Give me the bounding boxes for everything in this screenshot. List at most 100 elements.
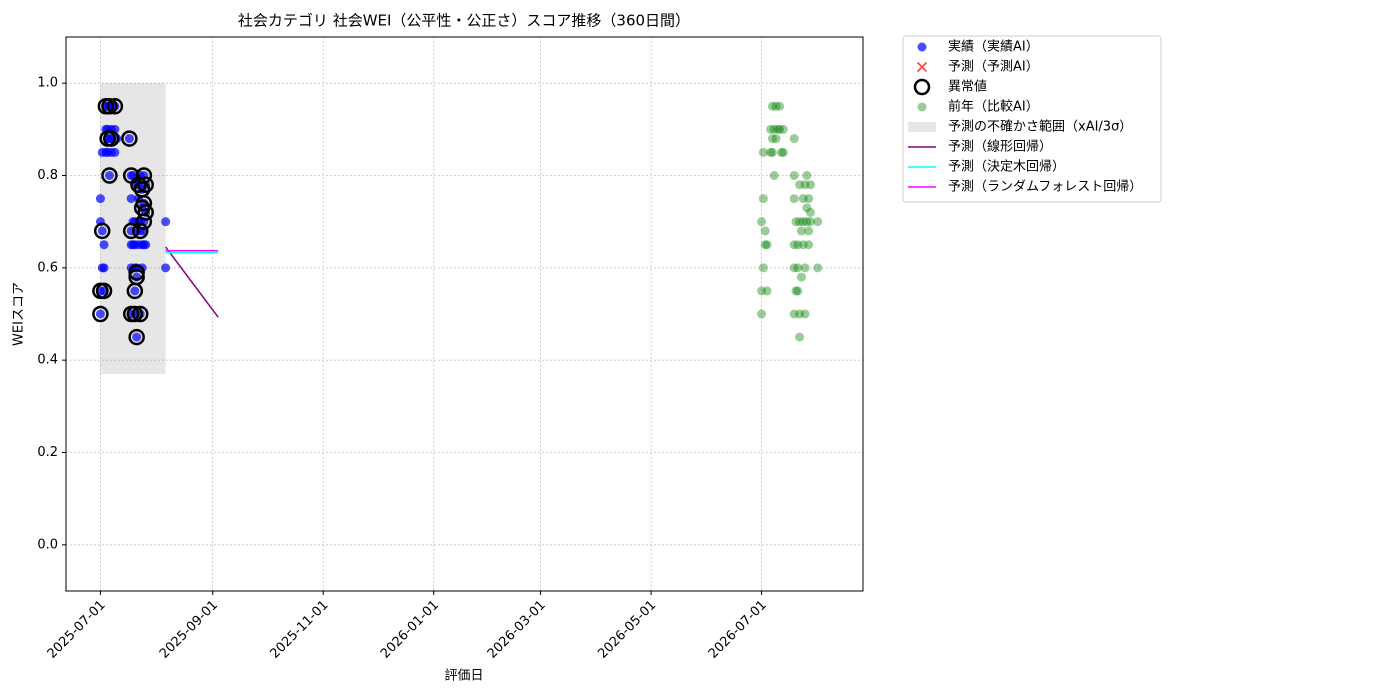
data-point (141, 240, 151, 250)
data-point (813, 217, 823, 227)
data-point (793, 286, 803, 296)
data-point (798, 240, 808, 250)
data-point (760, 226, 770, 236)
data-point (793, 263, 803, 273)
data-point (97, 226, 107, 236)
data-point (800, 263, 810, 273)
data-point (161, 263, 171, 273)
data-point (758, 263, 768, 273)
data-point (762, 240, 772, 250)
data-point (766, 124, 776, 134)
legend-label: 予測（ランダムフォレスト回帰） (948, 179, 1142, 195)
data-point (101, 98, 118, 115)
plot-frame (65, 36, 864, 592)
data-point (778, 124, 788, 134)
data-point (789, 309, 799, 319)
data-point (789, 240, 799, 250)
legend-label: 予測（線形回帰） (948, 139, 1052, 155)
data-point (128, 268, 145, 286)
data-point (135, 167, 153, 184)
x-tick-label: 2026-05-01 (595, 598, 659, 662)
data-point (767, 101, 777, 111)
data-point (758, 194, 768, 204)
data-point (789, 171, 799, 180)
data-point (767, 134, 777, 144)
data-point (757, 217, 767, 227)
data-point (796, 226, 806, 236)
data-point (789, 263, 799, 273)
data-point (132, 332, 142, 342)
x-tick-label: 2026-01-01 (378, 598, 442, 662)
data-point (775, 101, 785, 111)
legend-frame (902, 35, 1162, 203)
data-point (804, 240, 814, 250)
data-point (791, 286, 801, 296)
y-tick-label: 0.8 (37, 168, 58, 183)
data-point (804, 194, 814, 204)
data-point (101, 167, 118, 184)
x-tick-label: 2025-07-01 (45, 598, 109, 662)
data-point (775, 124, 785, 134)
data-point (95, 194, 105, 204)
data-point (757, 309, 767, 319)
legend-swatch (917, 102, 927, 112)
y-tick-label: 0.2 (37, 445, 58, 460)
legend-label: 異常値 (948, 79, 987, 95)
y-tick-label: 1.0 (37, 76, 58, 91)
data-point (802, 217, 812, 227)
data-point (795, 309, 805, 319)
data-point (813, 263, 823, 273)
data-point (789, 194, 799, 204)
data-point (93, 222, 111, 240)
y-axis-label: WEIスコア (12, 282, 27, 346)
legend-label: 前年（比較AI） (948, 99, 1039, 115)
data-point (137, 176, 154, 193)
data-point (106, 98, 124, 115)
data-point (769, 171, 779, 180)
data-point (800, 180, 810, 190)
data-point (92, 305, 109, 323)
data-point (122, 222, 140, 240)
data-point (767, 147, 777, 157)
legend-label: 予測の不確かさ範囲（xAI/3σ） (948, 119, 1132, 135)
legend-swatch (917, 42, 927, 52)
y-tick-label: 0.0 (37, 537, 58, 552)
legend-swatch (913, 78, 931, 96)
data-point (795, 332, 805, 342)
data-point (757, 286, 767, 296)
legend-swatch (908, 122, 936, 132)
data-point (771, 134, 781, 144)
data-point (95, 282, 113, 300)
data-point (769, 124, 779, 134)
data-point (802, 203, 812, 213)
data-point (793, 240, 803, 250)
y-tick-label: 0.6 (37, 260, 58, 275)
data-point (758, 147, 768, 157)
prediction-line (165, 246, 219, 318)
data-point (132, 305, 149, 323)
data-point (795, 217, 805, 227)
data-point (130, 286, 140, 296)
x-tick-label: 2025-11-01 (267, 598, 331, 662)
data-point (128, 264, 145, 281)
data-point (132, 222, 149, 240)
data-point (805, 217, 815, 227)
data-point (789, 134, 799, 144)
data-point (99, 263, 109, 273)
data-point (805, 207, 815, 217)
data-point (128, 328, 145, 346)
data-point (798, 194, 808, 204)
data-point (791, 217, 801, 227)
data-point (800, 309, 810, 319)
data-point (121, 130, 138, 147)
x-tick-label: 2026-03-01 (485, 598, 549, 662)
y-tick-label: 0.4 (37, 353, 58, 368)
data-point (103, 130, 120, 147)
data-point (804, 226, 814, 236)
legend-swatch (916, 61, 928, 73)
data-point (126, 305, 144, 323)
data-point (766, 147, 776, 157)
data-point (776, 147, 786, 157)
